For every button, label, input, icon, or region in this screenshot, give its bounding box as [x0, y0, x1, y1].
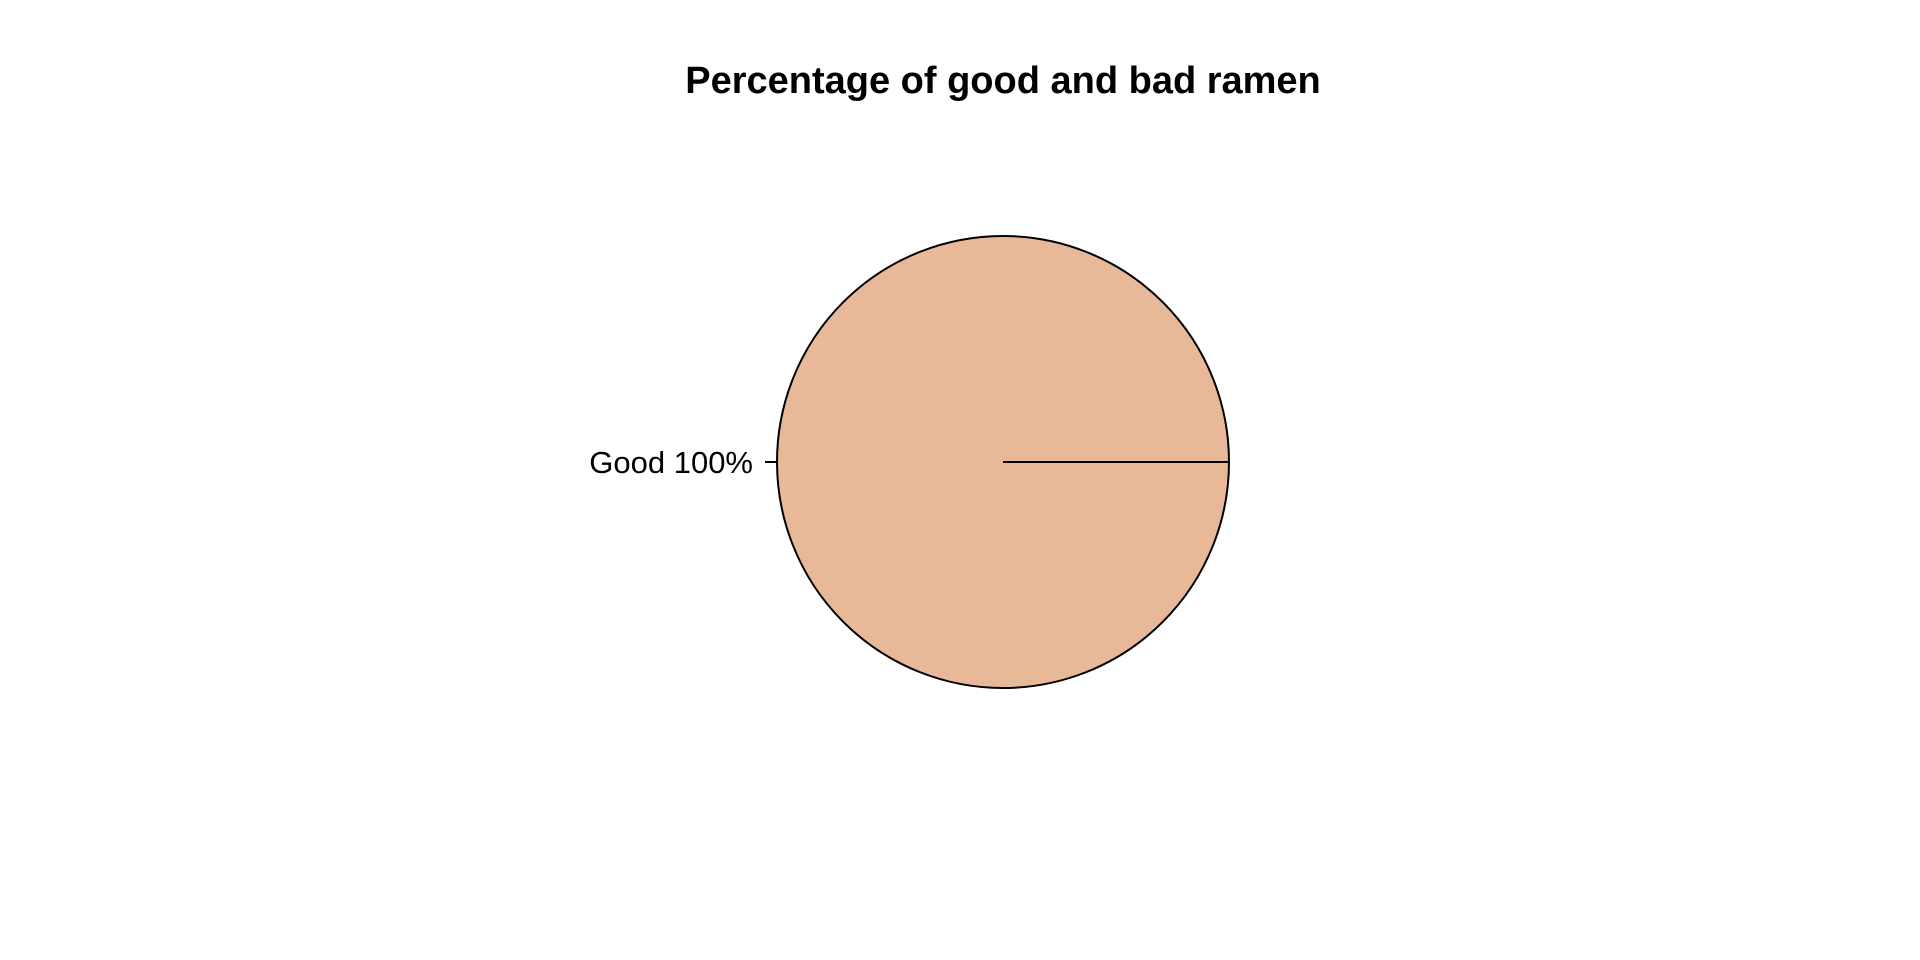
chart-title: Percentage of good and bad ramen: [685, 60, 1321, 102]
pie-labels: Good 100%: [589, 445, 777, 480]
pie-slices: [776, 235, 1230, 689]
pie-label-good: Good 100%: [589, 445, 753, 480]
